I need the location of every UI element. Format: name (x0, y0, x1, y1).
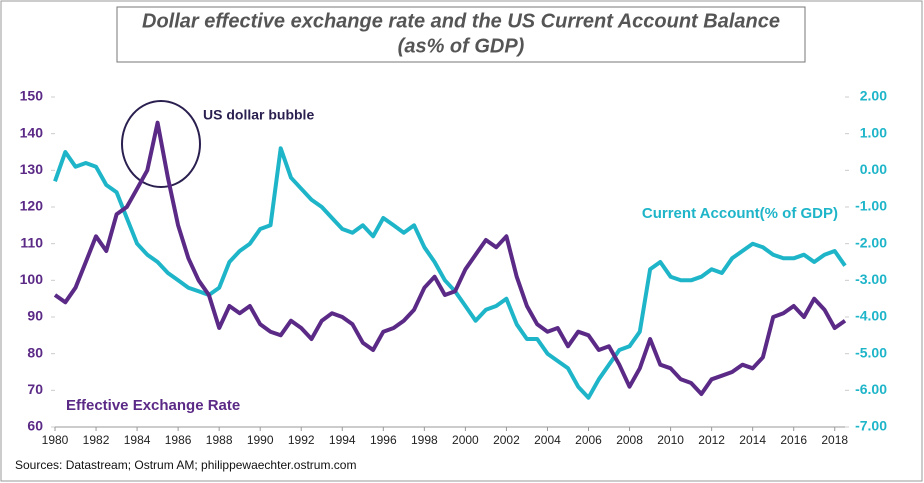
legend-label: Current Account(% of GDP) (642, 205, 838, 222)
y2-tick-label: -3.00 (855, 271, 887, 287)
x-tick-label: 1986 (165, 433, 192, 447)
x-tick-label: 2004 (534, 433, 561, 447)
chart-title: Dollar effective exchange rate and the U… (142, 10, 780, 32)
y-tick-label: 130 (20, 161, 44, 177)
y-tick-label: 70 (27, 381, 43, 397)
x-tick-label: 1980 (42, 433, 69, 447)
x-tick-label: 2012 (698, 433, 725, 447)
y-tick-label: 150 (20, 88, 44, 104)
series-line (53, 120, 847, 396)
y2-tick-label: -5.00 (855, 344, 887, 360)
y-tick-label: 100 (20, 271, 44, 287)
y2-tick-label: 2.00 (860, 88, 887, 104)
x-tick-label: 2000 (452, 433, 479, 447)
y-tick-label: 90 (27, 308, 43, 324)
x-tick-label: 1992 (288, 433, 315, 447)
y-tick-label: 110 (20, 234, 43, 250)
y2-tick-label: 0.00 (860, 161, 887, 177)
x-tick-label: 1996 (370, 433, 397, 447)
x-tick-label: 2006 (575, 433, 602, 447)
source: Sources: Datastream; Ostrum AM; philippe… (15, 458, 356, 472)
y-tick-label: 80 (27, 344, 43, 360)
annotation: US dollar bubble (203, 107, 314, 123)
y2-tick-label: -2.00 (855, 234, 887, 250)
y2-tick-label: -1.00 (855, 198, 887, 214)
x-tick-label: 1984 (124, 433, 151, 447)
y-tick-label: 140 (20, 124, 44, 140)
x-tick-label: 2010 (657, 433, 684, 447)
y-tick-label: 120 (20, 198, 44, 214)
title-box (116, 6, 806, 63)
legend-label: Effective Exchange Rate (66, 397, 240, 414)
chart-subtitle: (as% of GDP) (398, 35, 525, 57)
x-tick-label: 2014 (739, 433, 766, 447)
y-tick-label: 60 (27, 418, 43, 434)
y2-tick-label: -7.00 (855, 418, 887, 434)
y2-tick-label: 1.00 (860, 124, 887, 140)
y2-tick-label: -6.00 (855, 381, 887, 397)
x-tick-label: 1994 (329, 433, 356, 447)
x-tick-label: 2016 (780, 433, 807, 447)
bubble-circle (121, 100, 201, 188)
x-tick-label: 2002 (493, 433, 520, 447)
x-tick-label: 1982 (83, 433, 110, 447)
series-line (53, 146, 847, 400)
x-tick-label: 1990 (247, 433, 274, 447)
y2-tick-label: -4.00 (855, 308, 887, 324)
x-tick-label: 2008 (616, 433, 643, 447)
x-tick-label: 2018 (821, 433, 848, 447)
x-tick-label: 1998 (411, 433, 438, 447)
x-tick-label: 1988 (206, 433, 233, 447)
